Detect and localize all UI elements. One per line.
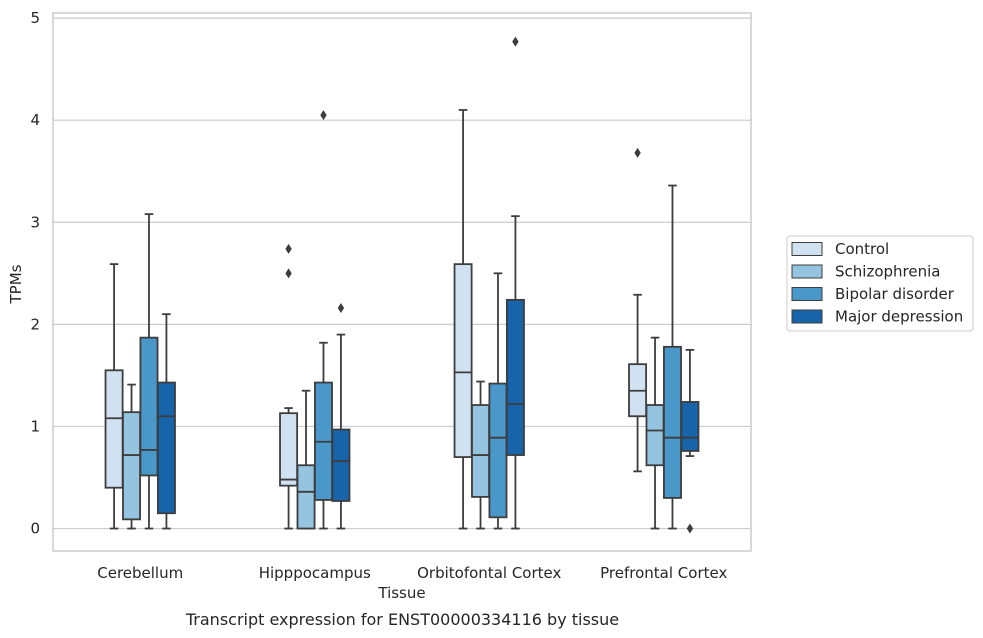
legend-swatch [791, 287, 823, 301]
box-bipolar-disorder [663, 184, 682, 530]
outlier-point [285, 268, 292, 279]
box-iqr [471, 404, 490, 498]
y-tick-label: 5 [30, 9, 40, 27]
plot-frame [52, 12, 752, 552]
box-control [279, 243, 299, 530]
legend-swatch [791, 309, 823, 324]
x-tick-label: Hipppocampus [259, 564, 371, 582]
box-major-depression [331, 303, 351, 530]
legend: Control Schizophrenia Bipolar disorder Majo… [786, 235, 974, 332]
x-tick-label: Prefrontal Cortex [600, 564, 727, 582]
y-tick-label: 3 [30, 213, 40, 231]
x-tick-label: Cerebellum [97, 564, 183, 582]
box-control [628, 147, 648, 473]
legend-swatch [791, 242, 823, 256]
box-bipolar-disorder [139, 213, 159, 530]
box-schizophrenia [645, 336, 665, 530]
box-iqr [453, 263, 473, 458]
legend-label: Major depression [835, 308, 963, 326]
box-iqr [663, 345, 682, 499]
legend-label: Schizophrenia [835, 263, 940, 281]
boxes [104, 36, 700, 534]
box-control [104, 263, 124, 530]
box-iqr [139, 336, 159, 477]
outlier-point [320, 110, 327, 121]
box-iqr [279, 412, 299, 487]
outlier-point [285, 243, 292, 254]
box-iqr [156, 381, 176, 515]
box-schizophrenia [122, 383, 141, 530]
outlier-point [686, 523, 694, 534]
box-schizophrenia [296, 389, 316, 530]
box-iqr [505, 298, 525, 456]
box-major-depression [505, 36, 525, 530]
figure-caption: Transcript expression for ENST0000033411… [185, 610, 620, 629]
outlier-point [634, 147, 641, 158]
box-iqr [680, 401, 700, 452]
box-iqr [122, 411, 141, 521]
box-schizophrenia [471, 380, 490, 530]
legend-label: Control [835, 240, 889, 258]
x-tick-label: Orbitofontal Cortex [417, 564, 561, 582]
box-iqr [488, 382, 508, 519]
y-tick-label: 4 [30, 111, 40, 129]
y-tick-labels: 0 1 2 3 4 5 [30, 9, 40, 537]
y-tick-label: 0 [30, 520, 40, 538]
box-bipolar-disorder [314, 110, 333, 530]
legend-swatch [791, 264, 823, 279]
x-axis-title: Tissue [377, 584, 425, 602]
legend-frame [786, 235, 974, 332]
outlier-point [512, 36, 519, 47]
y-tick-label: 1 [30, 417, 40, 435]
box-major-depression [156, 313, 176, 530]
y-tick-label: 2 [30, 315, 40, 333]
legend-label: Bipolar disorder [835, 285, 955, 303]
box-bipolar-disorder [488, 272, 508, 530]
box-iqr [296, 464, 316, 530]
box-iqr [331, 428, 351, 502]
box-control [453, 109, 473, 530]
x-tick-labels: Cerebellum Hipppocampus Orbitofontal Corte… [97, 564, 727, 582]
outlier-point [337, 303, 345, 314]
box-major-depression [680, 348, 700, 534]
box-iqr [104, 369, 124, 489]
y-axis-title: TPMs [7, 264, 25, 304]
box-iqr [645, 404, 665, 467]
